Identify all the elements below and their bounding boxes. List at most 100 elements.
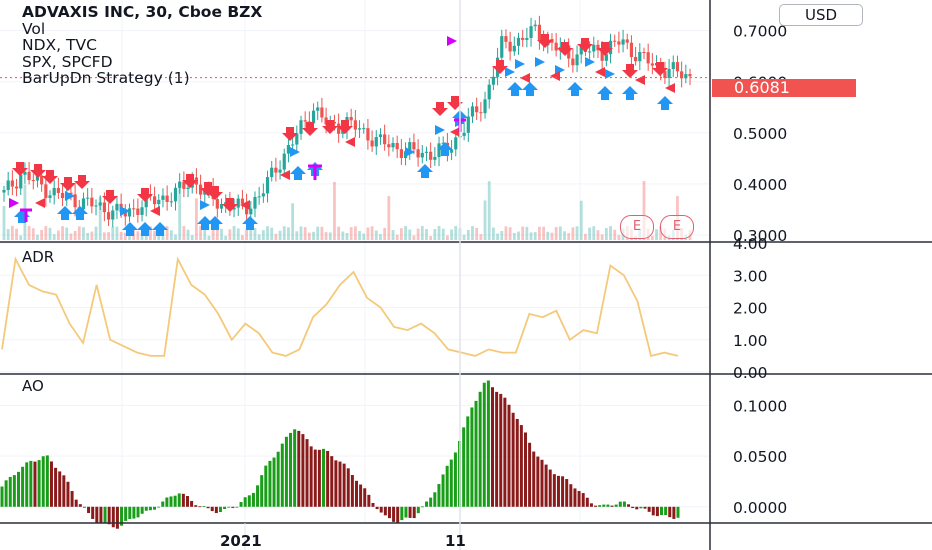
ao-bar (552, 474, 556, 507)
volume-bar (596, 230, 600, 240)
ao-bar (676, 506, 680, 518)
earnings-marker[interactable]: E (660, 215, 694, 239)
volume-bar (153, 230, 156, 240)
volume-bar (199, 226, 202, 240)
ao-pane-label[interactable]: AO (22, 377, 44, 395)
volume-bar (232, 226, 236, 240)
candle-body (491, 76, 496, 85)
entry-marker-icon (435, 125, 445, 135)
volume-bar (307, 232, 311, 240)
ao-bar (280, 443, 284, 507)
ao-bar (25, 462, 29, 507)
candle-body (416, 149, 420, 158)
volume-bar (157, 233, 161, 240)
candle-body (23, 171, 27, 175)
volume-bar (333, 181, 336, 240)
ao-bar (194, 505, 198, 507)
ao-bar (326, 450, 330, 507)
adr-line (1, 256, 679, 357)
ao-bar (132, 506, 136, 519)
ao-bar (602, 504, 606, 507)
volume-bar (617, 235, 621, 240)
volume-bar (86, 232, 90, 240)
volume-bar (353, 226, 357, 240)
ao-bar (359, 484, 363, 507)
candle-body (132, 208, 136, 210)
volume-bar (224, 235, 228, 240)
buy-arrow-icon (437, 142, 453, 156)
volume-bar (228, 229, 232, 240)
ao-bar (387, 506, 391, 519)
ao-bar (478, 391, 482, 507)
volume-bar (487, 181, 491, 240)
candle-body (424, 151, 429, 153)
buy-arrow-icon (152, 222, 168, 236)
volume-bar (496, 233, 499, 240)
sell-arrow-icon (537, 34, 553, 48)
volume-bar (44, 226, 48, 240)
candle-body (454, 137, 458, 150)
ao-bar (565, 479, 569, 507)
legend-strategy[interactable]: BarUpDn Strategy (1) (22, 69, 190, 87)
candle-body (270, 167, 274, 178)
candle-body (337, 123, 341, 134)
ao-bar (136, 506, 140, 518)
y-tick-label: 0.4000 (733, 176, 787, 194)
y-tick-label: 2.00 (733, 300, 768, 318)
ao-bar (29, 460, 33, 507)
candle-body (98, 202, 102, 206)
candle-body (14, 186, 19, 189)
volume-bar (119, 231, 123, 240)
entry-marker-icon (505, 67, 515, 77)
volume-bar (483, 200, 487, 240)
candle-body (35, 175, 40, 181)
legend-spx[interactable]: SPX, SPCFD (22, 52, 113, 71)
legend-vol[interactable]: Vol (22, 19, 46, 38)
candle-body (349, 117, 353, 121)
candle-body (236, 198, 240, 208)
candle-body (629, 42, 634, 57)
ao-bar (322, 448, 326, 507)
ao-bar (99, 506, 103, 524)
volume-bar (287, 227, 290, 240)
volume-bar (575, 226, 579, 240)
volume-bar (425, 229, 428, 240)
volume-bar (521, 226, 525, 240)
symbol-title[interactable]: ADVAXIS INC, 30, Cboe BZX (22, 3, 263, 21)
ao-bar (643, 506, 647, 509)
ao-bar (523, 432, 527, 507)
earnings-marker[interactable]: E (620, 215, 654, 239)
buy-arrow-icon (567, 82, 583, 96)
volume-bar (15, 228, 18, 240)
ao-bar (379, 506, 383, 513)
legend-ndx[interactable]: NDX, TVC (22, 36, 97, 54)
ao-bar (598, 505, 602, 507)
ao-bar (618, 501, 622, 507)
candle-body (383, 134, 387, 145)
candle-body (680, 71, 684, 79)
sell-arrow-icon (282, 127, 298, 141)
ao-bar (367, 494, 371, 507)
currency-button[interactable]: USD (779, 4, 863, 26)
ao-bar (631, 506, 635, 509)
volume-bar (94, 226, 98, 240)
ao-bar (342, 463, 346, 507)
ao-bar (297, 430, 301, 507)
candle-body (111, 210, 115, 220)
volume-bar (299, 226, 303, 240)
volume-bar (558, 226, 562, 240)
ao-bar (74, 499, 78, 507)
adr-pane-label[interactable]: ADR (22, 248, 55, 266)
x-tick-label: 11 (445, 532, 466, 550)
candle-body (198, 184, 203, 195)
candle-body (588, 51, 592, 53)
candle-body (286, 145, 291, 154)
ao-bar (41, 456, 45, 507)
volume-bar (337, 226, 341, 240)
candle-body (73, 194, 77, 208)
candle-body (391, 143, 395, 148)
volume-bar (19, 235, 23, 240)
exit-marker-icon (635, 75, 645, 85)
ao-bar (470, 407, 474, 507)
volume-bar (182, 226, 186, 240)
